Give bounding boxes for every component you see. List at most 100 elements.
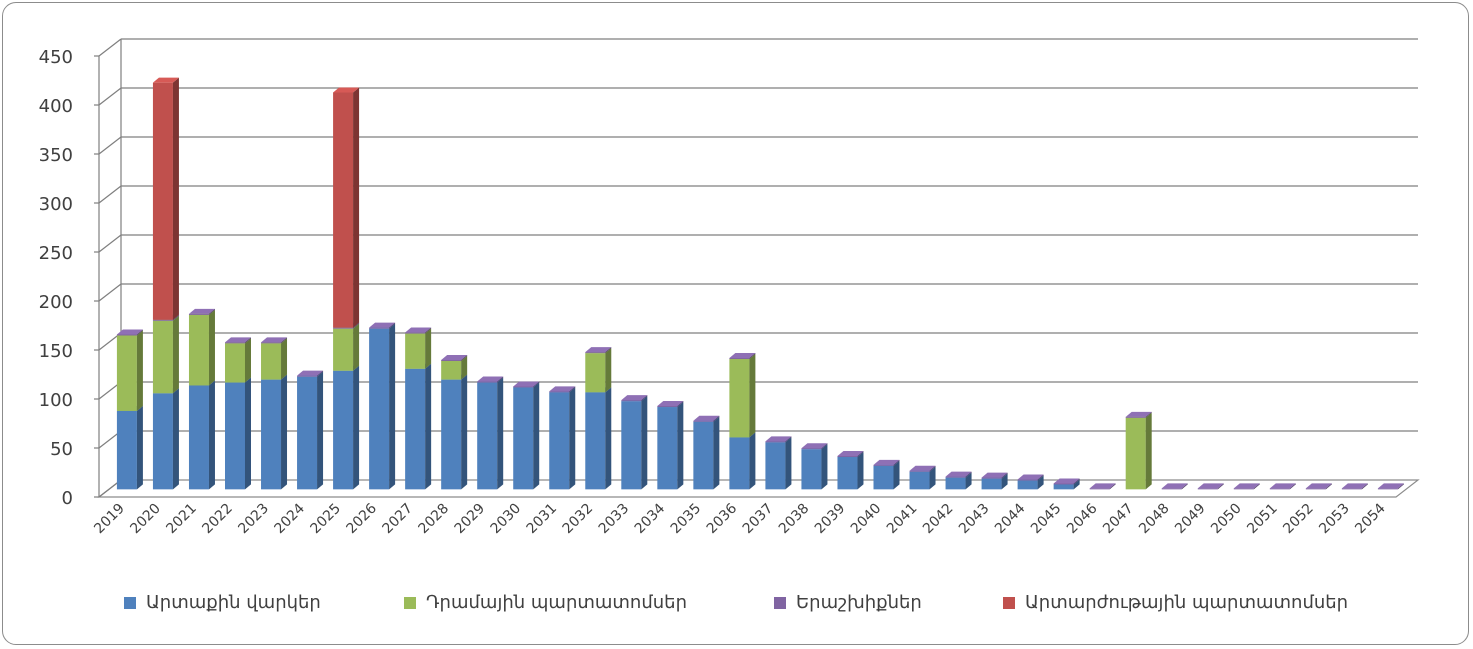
bar-top [1377,483,1404,489]
bar-stack-2037 [765,436,792,490]
bar-side [208,380,215,490]
bar-top [477,376,504,382]
bar-top [297,370,324,376]
bar-front [152,319,173,321]
bar-segment [765,436,792,443]
bar-front [405,333,426,369]
bar-side [677,402,684,490]
x-axis-ticks: 2019 2020 2021 2022 2023 2024 2025 2026 2027 2028… [91,500,1389,537]
bar-segment [1269,483,1296,490]
bar-side [172,388,179,490]
bar-side [461,355,468,380]
bar-stack-2045 [1053,478,1080,490]
bar-segment [1161,483,1188,490]
bar-stack-2028 [441,354,468,490]
bar-stack-2033 [621,395,648,490]
bar-side [317,371,324,490]
x-tick-label: 2033 [596,501,633,538]
bar-top [621,395,648,401]
x-tick-label: 2035 [668,501,705,538]
bar-side [1181,483,1188,490]
bar-side [641,395,648,402]
bar-segment [116,405,143,490]
bar-front [297,375,318,377]
bar-segment [585,387,612,490]
y-tick-label: 450 [39,47,73,68]
bar-segment [116,329,143,336]
bar-segment [441,354,468,361]
bar-stack-2021 [188,308,215,490]
bar-side [461,374,468,490]
gridlines [98,38,1418,498]
bar-side [353,323,360,371]
bar-front [152,82,173,320]
bar-side [569,386,576,393]
bar-stack-2042 [945,471,972,490]
chart-walls [97,479,1420,498]
bar-top [1053,478,1080,484]
bar-stack-2034 [657,401,684,490]
bar-front [1197,488,1218,490]
bar-side [749,353,756,360]
bar-front [657,407,678,490]
bar-front [152,320,173,394]
legend-swatch [124,596,136,609]
bar-top [945,471,972,477]
bar-stack-2020 [152,77,179,490]
x-tick-label: 2040 [848,501,885,538]
x-tick-label: 2027 [380,501,417,538]
bar-stack-2019 [116,329,143,490]
chart-floor [97,479,1420,498]
bar-top [188,308,215,314]
x-tick-label: 2041 [884,501,921,538]
bar-stack-2025 [333,87,360,490]
bar-side [821,444,828,490]
bar-front [441,359,462,361]
bar-segment [981,472,1008,479]
gridline-diagonal [98,87,122,106]
bar-front [1233,488,1254,490]
bar-segment [224,377,251,490]
bar-segment [657,402,684,490]
bar-side [533,382,540,490]
bar-front [1377,488,1398,490]
bar-side [1109,483,1116,490]
bar-front [549,391,570,393]
bar-segment [1233,483,1260,490]
bar-front [981,477,1002,479]
bar-front [729,359,750,438]
bar-front [405,332,426,334]
bar-side [965,472,972,490]
legend-swatch [1003,596,1015,609]
y-tick-label: 200 [39,292,73,313]
bar-top [1233,483,1260,489]
bar-front [765,441,786,443]
bar-stack-2038 [801,443,828,490]
bar-side [857,451,864,458]
x-tick-label: 2029 [452,501,489,538]
bar-segment [188,309,215,386]
bar-segment [801,444,828,490]
bar-front [693,420,714,422]
bar-side [461,354,468,361]
x-tick-label: 2019 [91,501,128,538]
bar-segment [729,353,756,360]
bar-front [909,471,930,490]
bar-front [441,360,462,380]
bar-side [1073,478,1080,485]
bar-side [1145,411,1152,418]
bar-segment [369,322,396,329]
gridline-diagonal [98,136,122,155]
bar-stack-2049 [1197,483,1224,490]
bar-side [749,354,756,438]
x-tick-label: 2045 [1028,501,1065,538]
bar-top [1161,483,1188,489]
y-tick-label: 50 [50,439,73,460]
bar-stack-2047 [1125,411,1152,490]
bar-segment [333,323,360,371]
bar-side [281,338,288,380]
bar-front [621,400,642,402]
bar-front [333,92,354,328]
bar-side [1217,483,1224,490]
